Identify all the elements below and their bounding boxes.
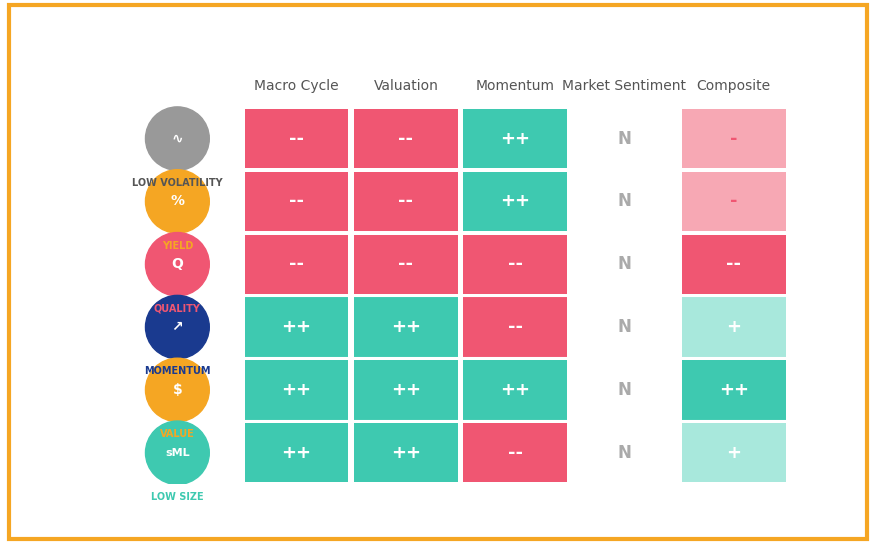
Text: Q: Q (172, 257, 183, 271)
Ellipse shape (145, 107, 209, 170)
Bar (682, 234, 786, 294)
Bar (573, 109, 676, 168)
Text: ++: ++ (281, 444, 312, 462)
Bar (244, 360, 349, 419)
Bar (682, 360, 786, 419)
Text: VALUE: VALUE (160, 429, 194, 439)
Text: %: % (171, 194, 184, 208)
Text: N: N (618, 129, 632, 147)
Text: --: -- (289, 255, 304, 273)
Text: Valuation: Valuation (373, 79, 438, 93)
Text: MOMENTUM: MOMENTUM (145, 366, 210, 376)
Text: Market Sentiment: Market Sentiment (562, 79, 687, 93)
Bar (463, 109, 567, 168)
Text: ∿: ∿ (172, 132, 183, 146)
Bar (354, 298, 458, 357)
Ellipse shape (145, 232, 209, 296)
Text: ++: ++ (281, 381, 312, 399)
Bar (573, 172, 676, 231)
Text: -: - (730, 193, 738, 211)
Text: LOW SIZE: LOW SIZE (151, 492, 204, 502)
Bar (244, 298, 349, 357)
Text: N: N (618, 318, 632, 336)
Text: --: -- (399, 193, 413, 211)
Text: N: N (618, 255, 632, 273)
Bar (463, 234, 567, 294)
Text: --: -- (289, 129, 304, 147)
Bar (354, 423, 458, 483)
Text: ++: ++ (391, 318, 420, 336)
Text: --: -- (508, 444, 523, 462)
Text: --: -- (289, 193, 304, 211)
Text: --: -- (508, 318, 523, 336)
Text: Macro Cycle: Macro Cycle (254, 79, 339, 93)
Text: -: - (730, 129, 738, 147)
Bar (354, 109, 458, 168)
Text: ↗: ↗ (172, 320, 183, 334)
Bar (573, 234, 676, 294)
Text: ++: ++ (500, 381, 530, 399)
Bar (573, 423, 676, 483)
Text: --: -- (399, 129, 413, 147)
Text: LOW VOLATILITY: LOW VOLATILITY (132, 178, 223, 188)
Bar (463, 172, 567, 231)
Text: ++: ++ (391, 381, 420, 399)
Text: QUALITY: QUALITY (154, 304, 201, 313)
Text: ++: ++ (500, 129, 530, 147)
Text: Composite: Composite (696, 79, 771, 93)
Bar (354, 360, 458, 419)
Bar (573, 360, 676, 419)
Text: --: -- (508, 255, 523, 273)
Bar (354, 172, 458, 231)
Text: ++: ++ (718, 381, 749, 399)
Text: ++: ++ (500, 193, 530, 211)
Bar (463, 360, 567, 419)
Ellipse shape (145, 295, 209, 359)
Bar (573, 298, 676, 357)
Text: +: + (726, 444, 741, 462)
Bar (244, 172, 349, 231)
Bar (463, 423, 567, 483)
Bar (244, 109, 349, 168)
Bar (463, 298, 567, 357)
Text: YIELD: YIELD (162, 240, 193, 251)
Text: N: N (618, 381, 632, 399)
Text: ++: ++ (281, 318, 312, 336)
Bar (244, 234, 349, 294)
Text: --: -- (399, 255, 413, 273)
Text: --: -- (726, 255, 741, 273)
Bar (244, 423, 349, 483)
Bar (682, 298, 786, 357)
Bar (682, 109, 786, 168)
Text: N: N (618, 193, 632, 211)
Ellipse shape (145, 421, 209, 485)
Text: Momentum: Momentum (476, 79, 555, 93)
Text: N: N (618, 444, 632, 462)
Ellipse shape (145, 170, 209, 233)
Bar (354, 234, 458, 294)
Text: +: + (726, 318, 741, 336)
Text: ++: ++ (391, 444, 420, 462)
Bar (682, 172, 786, 231)
Text: sML: sML (165, 448, 190, 458)
Text: $: $ (173, 383, 182, 397)
Ellipse shape (145, 358, 209, 422)
Bar (682, 423, 786, 483)
